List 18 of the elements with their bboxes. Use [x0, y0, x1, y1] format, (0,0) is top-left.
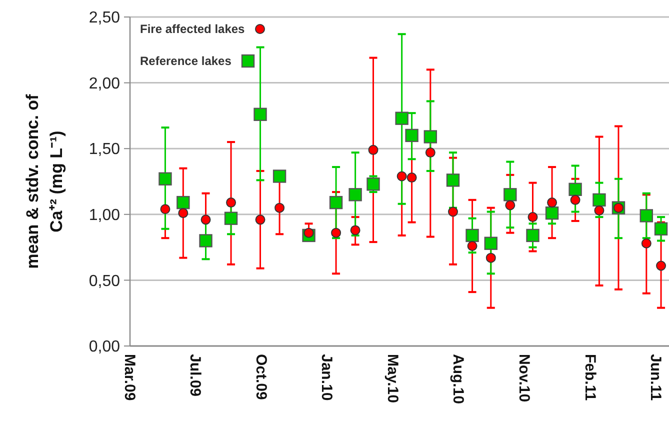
x-tick-label: Oct.09 — [252, 354, 270, 400]
y-tick-label: 2,50 — [88, 10, 120, 27]
x-tick-label: Jun.11 — [647, 354, 664, 401]
y-tick-label: 1,50 — [88, 141, 120, 158]
legend-label: Fire affected lakes — [140, 22, 246, 36]
x-tick-label: Jan.10 — [318, 354, 336, 401]
x-tick-label: Mar.09 — [120, 354, 138, 401]
x-tick-label: Feb.11 — [581, 354, 598, 401]
legend-label: Reference lakes — [140, 54, 232, 68]
y-tick-label: 2,00 — [88, 75, 120, 92]
y-axis-title: mean & stdv. conc. of Ca⁺² (mg L⁻¹) — [23, 94, 66, 269]
y-tick-label: 0,00 — [88, 338, 120, 356]
y-tick-label: 0,50 — [88, 272, 120, 290]
y-tick-label: 1,00 — [88, 207, 120, 224]
x-tick-label: Nov.10 — [516, 354, 533, 402]
x-tick-label: Jul.09 — [186, 354, 204, 397]
x-tick-label: Aug.10 — [450, 354, 467, 404]
x-tick-label: May.10 — [384, 354, 401, 403]
